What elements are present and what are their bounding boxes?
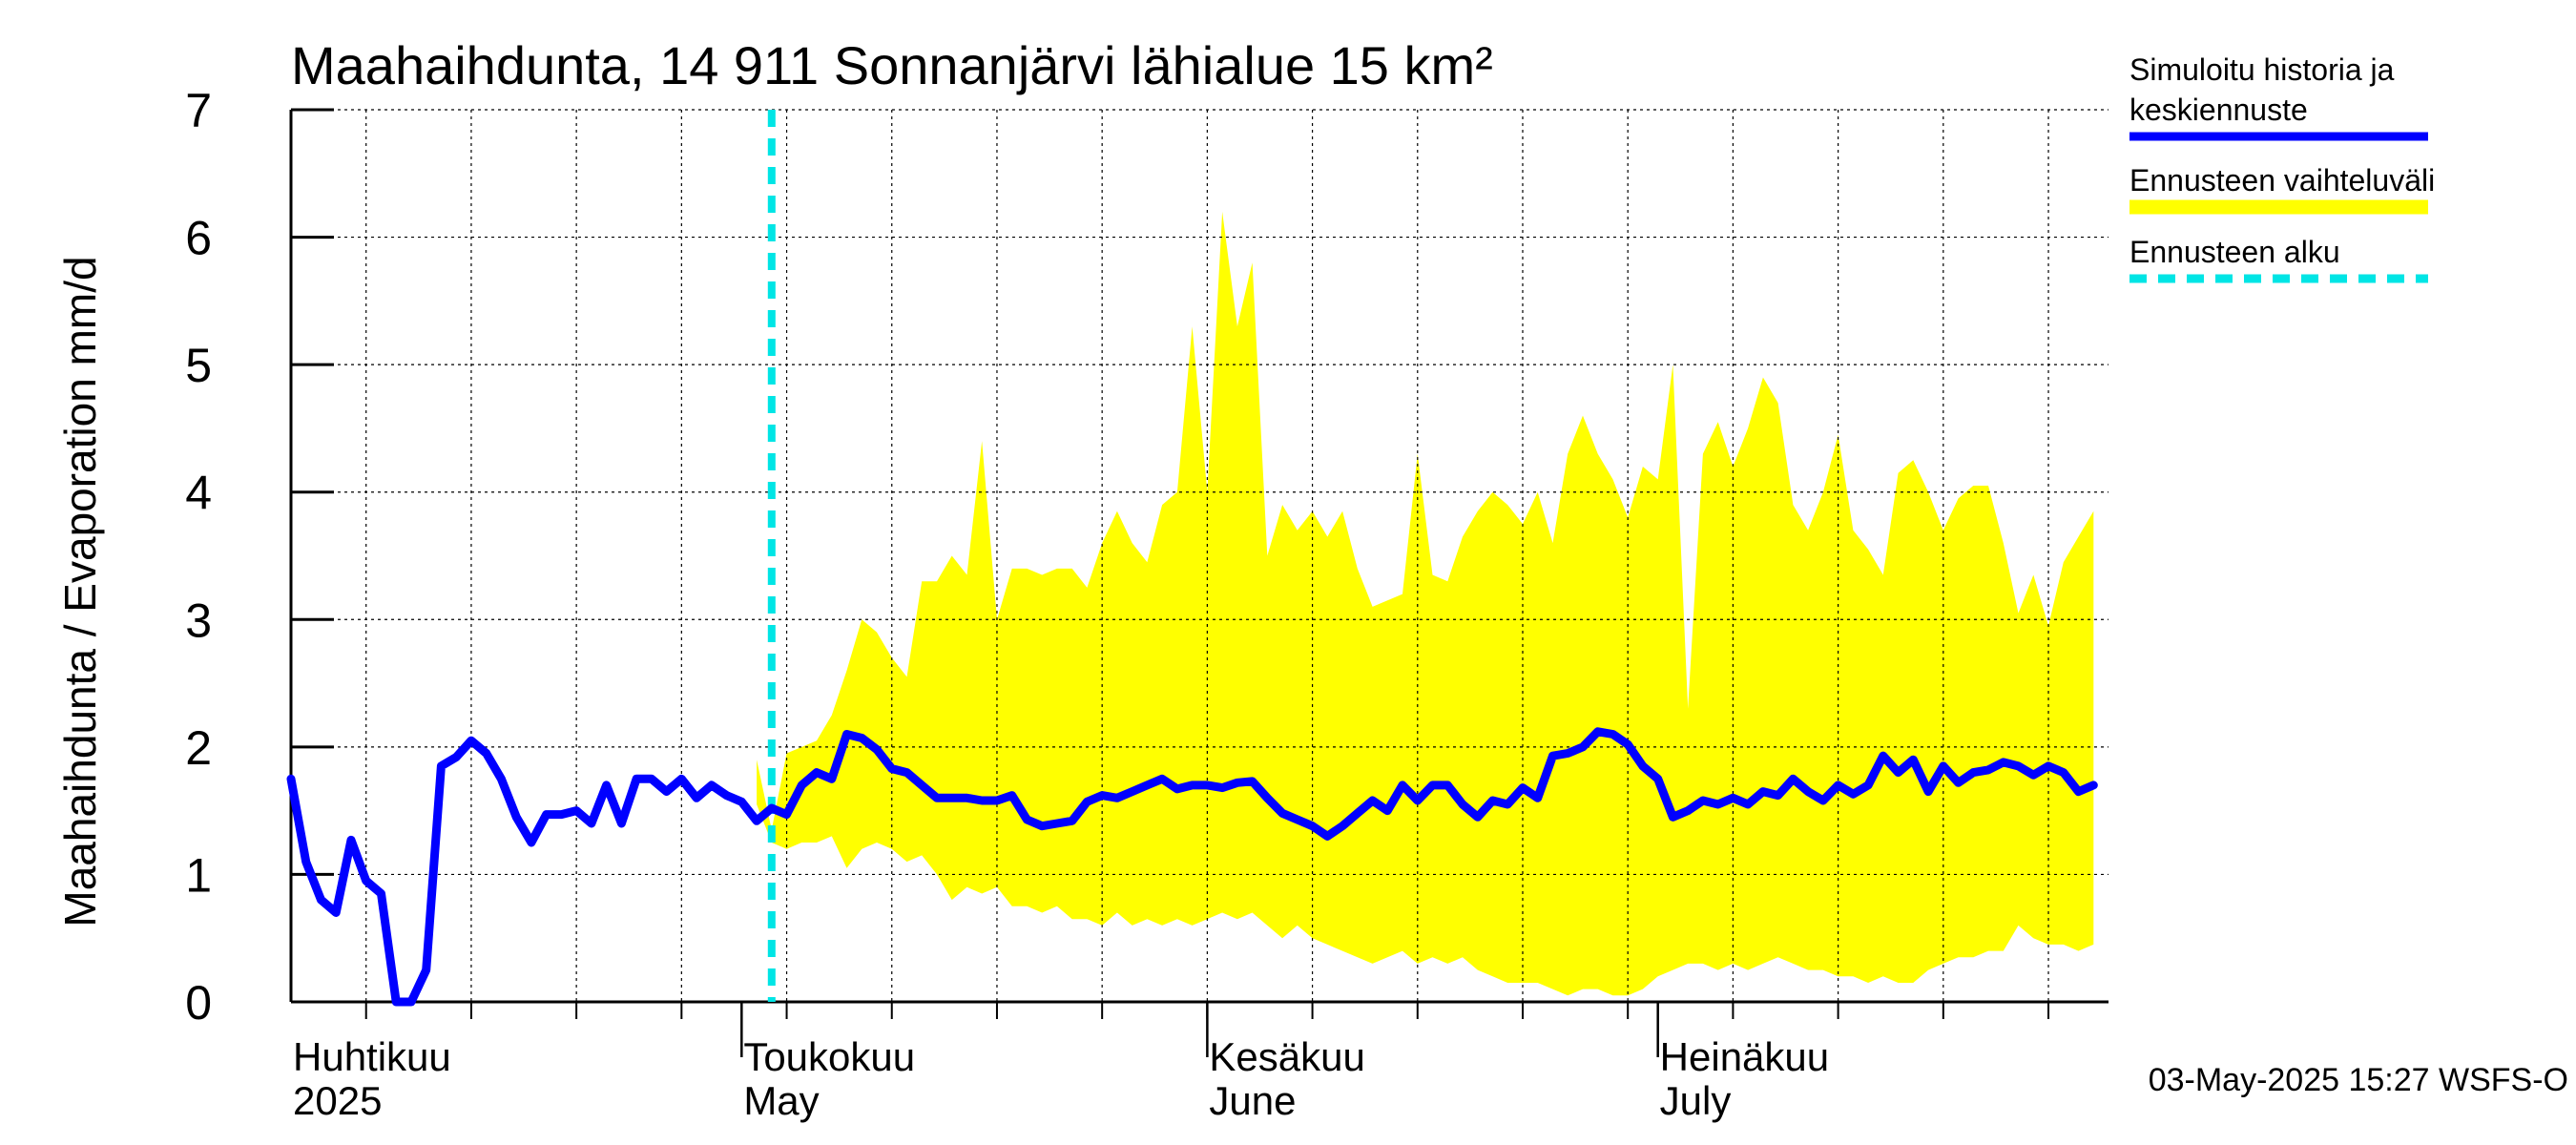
y-tick-label: 4	[185, 467, 212, 520]
y-tick-label: 3	[185, 593, 212, 647]
y-axis-label: Maahaihdunta / Evaporation mm/d	[55, 256, 105, 926]
legend-label-forecast-start: Ennusteen alku	[2129, 235, 2340, 269]
forecast-range-band-layer	[757, 211, 2094, 996]
series-layer	[286, 110, 2098, 1007]
month-label-fi: Kesäkuu	[1209, 1034, 1364, 1079]
legend-label-series-line2: keskiennuste	[2129, 93, 2308, 127]
legend-label-band: Ennusteen vaihteluväli	[2129, 163, 2435, 198]
month-label-en: June	[1209, 1078, 1296, 1123]
month-label-fi: Heinäkuu	[1660, 1034, 1829, 1079]
timestamp-footer: 03-May-2025 15:27 WSFS-O	[2149, 1062, 2568, 1098]
month-label-en: 2025	[293, 1078, 382, 1123]
grid-layer	[291, 109, 2109, 1002]
chart-title: Maahaihdunta, 14 911 Sonnanjärvi lähialu…	[291, 35, 1493, 95]
forecast-range-band	[757, 211, 2094, 996]
label-layer: 01234567Huhtikuu2025ToukokuuMayKesäkuuJu…	[185, 84, 1829, 1123]
y-tick-label: 2	[185, 721, 212, 775]
y-tick-label: 0	[185, 976, 212, 1030]
month-label-fi: Toukokuu	[743, 1034, 915, 1079]
month-label-en: July	[1660, 1078, 1732, 1123]
series-line-mean-forecast	[286, 727, 2098, 1007]
y-tick-label: 6	[185, 212, 212, 265]
month-label-fi: Huhtikuu	[293, 1034, 451, 1079]
legend-label-series-line1: Simuloitu historia ja	[2129, 52, 2395, 87]
y-tick-label: 5	[185, 339, 212, 392]
month-label-en: May	[743, 1078, 819, 1123]
y-tick-label: 7	[185, 84, 212, 137]
legend: Simuloitu historia ja keskiennuste Ennus…	[2129, 52, 2435, 283]
y-tick-label: 1	[185, 848, 212, 902]
